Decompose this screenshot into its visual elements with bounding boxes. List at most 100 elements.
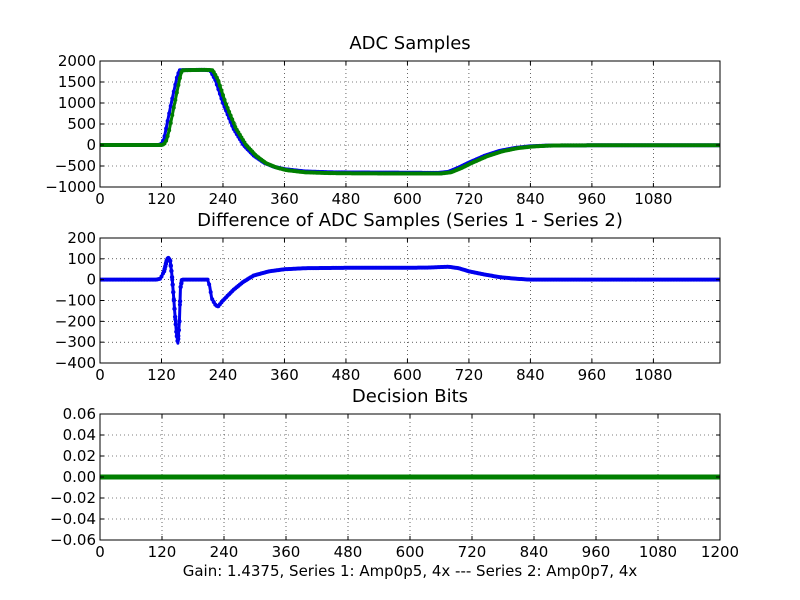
data-point [178, 284, 183, 290]
data-point [628, 475, 633, 479]
data-point [175, 475, 180, 479]
data-point [132, 475, 137, 479]
chart-title: Decision Bits [352, 386, 468, 407]
data-point [473, 475, 478, 479]
data-point [166, 475, 171, 479]
data-point [129, 475, 133, 479]
data-point [224, 102, 229, 107]
data-point [203, 475, 208, 479]
data-point [110, 475, 115, 479]
data-point [491, 475, 496, 479]
data-point [398, 475, 403, 479]
data-point [631, 475, 636, 479]
y-tick-label: 0 [86, 271, 96, 289]
data-point [240, 475, 245, 479]
data-point [194, 475, 199, 479]
data-point [259, 475, 264, 479]
data-point [656, 475, 660, 479]
data-point [113, 475, 118, 479]
data-point [299, 475, 304, 479]
data-point [383, 475, 388, 479]
data-point [262, 475, 267, 479]
data-point [225, 106, 230, 111]
data-point [451, 475, 456, 479]
data-point [432, 475, 437, 479]
data-point [389, 475, 394, 479]
data-point [600, 475, 605, 479]
x-tick-label: 120 [147, 366, 176, 384]
x-tick-label: 240 [210, 543, 239, 561]
data-point [454, 475, 459, 479]
x-tick-label: 0 [95, 366, 105, 384]
data-point [178, 475, 183, 479]
chart-2: 0 120 240 360 480 600 720 840 960 1080 −400 −300 −20… [55, 210, 721, 384]
y-tick-label: 2000 [58, 52, 96, 70]
data-point [135, 475, 140, 479]
data-point [584, 475, 589, 479]
y-tick-label: 0.00 [63, 468, 96, 486]
y-tick-label: 100 [67, 250, 96, 268]
series-1-group [100, 255, 720, 345]
data-point [380, 475, 385, 479]
data-point [640, 475, 645, 479]
data-point [395, 475, 400, 479]
data-point [463, 475, 468, 479]
data-point [364, 475, 369, 479]
data-point [460, 475, 465, 479]
x-tick-label: 1080 [634, 190, 672, 208]
data-point [333, 475, 338, 479]
y-tick-label: 200 [67, 229, 96, 247]
data-point [181, 475, 186, 479]
data-point [243, 475, 248, 479]
data-point [581, 475, 586, 479]
data-point [349, 475, 354, 479]
x-tick-label: 0 [95, 543, 105, 561]
data-point [566, 475, 571, 479]
data-point [321, 475, 326, 479]
data-point [175, 336, 181, 342]
data-point [234, 475, 239, 479]
data-point [609, 475, 614, 479]
data-point [488, 475, 493, 479]
data-point [280, 475, 285, 479]
data-point [711, 475, 716, 479]
data-point [231, 475, 236, 479]
x-tick-label: 720 [455, 190, 484, 208]
data-point [249, 475, 254, 479]
x-tick-label: 840 [520, 543, 549, 561]
data-point [556, 475, 561, 479]
data-point [411, 475, 416, 479]
data-point [559, 475, 564, 479]
data-point [206, 475, 211, 479]
y-tick-label: −100 [55, 292, 96, 310]
data-point [563, 475, 567, 479]
data-point [485, 475, 490, 479]
data-point [104, 475, 109, 479]
x-tick-label: 1080 [639, 543, 677, 561]
data-point [652, 475, 657, 479]
data-point [156, 475, 161, 479]
data-point [367, 475, 372, 479]
data-point [290, 475, 295, 479]
data-point [217, 83, 222, 88]
data-point [125, 475, 130, 479]
data-point [218, 475, 223, 479]
series-2-group [100, 67, 720, 176]
data-point [214, 75, 219, 80]
y-tick-label: −1000 [45, 178, 96, 196]
data-point [174, 90, 179, 95]
data-point [590, 475, 595, 479]
data-point [287, 475, 292, 479]
data-point [643, 475, 648, 479]
data-point [482, 475, 487, 479]
data-point [168, 258, 173, 264]
x-tick-label: 600 [396, 543, 425, 561]
y-tick-label: 0.04 [63, 426, 96, 444]
data-point [172, 475, 177, 479]
y-tick-label: −500 [55, 157, 96, 175]
data-point [302, 475, 307, 479]
x-tick-label: 960 [578, 190, 607, 208]
data-point [339, 475, 344, 479]
y-tick-label: 0 [86, 136, 96, 154]
data-point [293, 475, 298, 479]
